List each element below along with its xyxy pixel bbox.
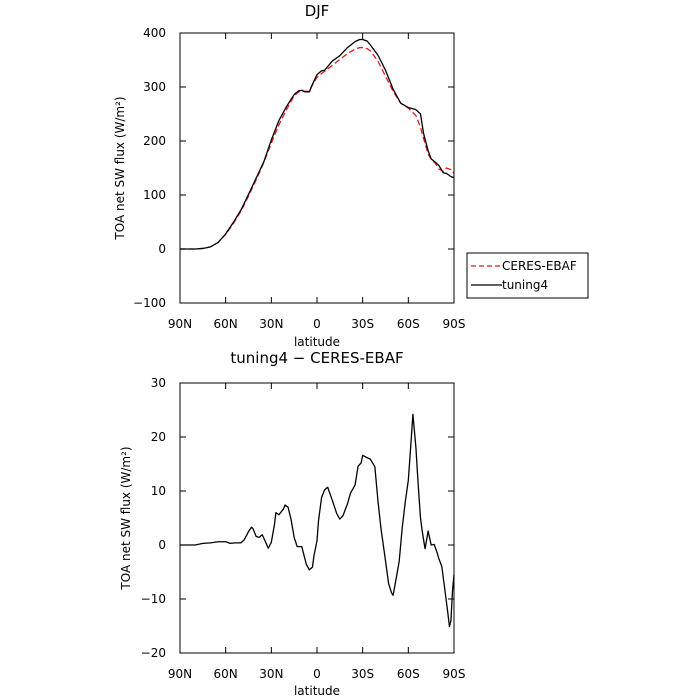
bottom-x-tick-label: 30S bbox=[351, 667, 374, 681]
top-y-tick-label: 100 bbox=[143, 188, 166, 202]
top-x-tick-label: 30S bbox=[351, 317, 374, 331]
top-series-line-tuning4 bbox=[180, 38, 455, 250]
bottom-y-tick-label: −10 bbox=[141, 592, 166, 606]
top-x-tick-label: 0 bbox=[313, 317, 321, 331]
bottom-y-tick-label: −20 bbox=[141, 646, 166, 660]
bottom-x-tick-label: 90N bbox=[168, 667, 192, 681]
top-y-tick-label: 0 bbox=[158, 242, 166, 256]
top-x-tick-label: 90N bbox=[168, 317, 192, 331]
bottom-chart-title: tuning4 − CERES-EBAF bbox=[230, 349, 403, 367]
legend-label-ceres-ebaf: CERES-EBAF bbox=[502, 259, 577, 273]
bottom-x-tick-label: 60N bbox=[214, 667, 238, 681]
top-series-line-ceres-ebaf bbox=[180, 46, 455, 250]
top-y-axis-label: TOA net SW flux (W/m²) bbox=[113, 96, 127, 240]
bottom-x-tick-label: 30N bbox=[259, 667, 283, 681]
bottom-y-tick-label: 20 bbox=[151, 430, 166, 444]
top-plot-frame bbox=[179, 32, 455, 304]
top-y-tick-label: 300 bbox=[143, 80, 166, 94]
bottom-x-tick-label: 60S bbox=[397, 667, 420, 681]
legend-label-tuning4: tuning4 bbox=[502, 278, 548, 292]
bottom-y-tick-label: 0 bbox=[158, 538, 166, 552]
top-chart-title: DJF bbox=[305, 2, 330, 20]
top-x-tick-label: 60S bbox=[397, 317, 420, 331]
bottom-x-tick-label: 90S bbox=[443, 667, 466, 681]
bottom-y-tick-label: 10 bbox=[151, 484, 166, 498]
top-x-tick-label: 30N bbox=[259, 317, 283, 331]
bottom-panel: tuning4 − CERES-EBAF 90N 60N 30N 0 30S 60S 90S… bbox=[119, 349, 465, 698]
bottom-y-tick-label: 30 bbox=[151, 376, 166, 390]
top-y-tick-label: 400 bbox=[143, 26, 166, 40]
top-y-tick-label: −100 bbox=[133, 296, 166, 310]
bottom-x-axis-label: latitude bbox=[294, 684, 340, 698]
top-x-axis-label: latitude bbox=[294, 335, 340, 349]
legend-box bbox=[466, 252, 589, 299]
legend: CERES-EBAF tuning4 bbox=[466, 252, 589, 299]
top-y-tick-label: 200 bbox=[143, 134, 166, 148]
top-x-tick-label: 60N bbox=[214, 317, 238, 331]
top-panel: DJF 90N 60N 30N 0 30S 60S 90S −100 0 100 200 300 40… bbox=[113, 2, 465, 349]
top-x-tick-label: 90S bbox=[443, 317, 466, 331]
bottom-y-axis-label: TOA net SW flux (W/m²) bbox=[119, 446, 133, 590]
bottom-series-line-difference bbox=[180, 413, 455, 628]
bottom-x-tick-label: 0 bbox=[313, 667, 321, 681]
